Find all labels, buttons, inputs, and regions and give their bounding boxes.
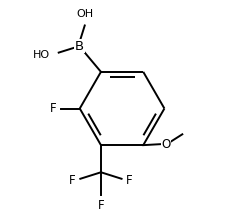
Text: F: F <box>98 199 104 212</box>
Text: B: B <box>75 39 84 53</box>
Text: F: F <box>50 102 57 115</box>
Text: HO: HO <box>33 50 50 60</box>
Text: F: F <box>126 174 133 187</box>
Text: F: F <box>69 174 76 187</box>
Text: OH: OH <box>76 9 93 19</box>
Text: O: O <box>161 138 171 151</box>
